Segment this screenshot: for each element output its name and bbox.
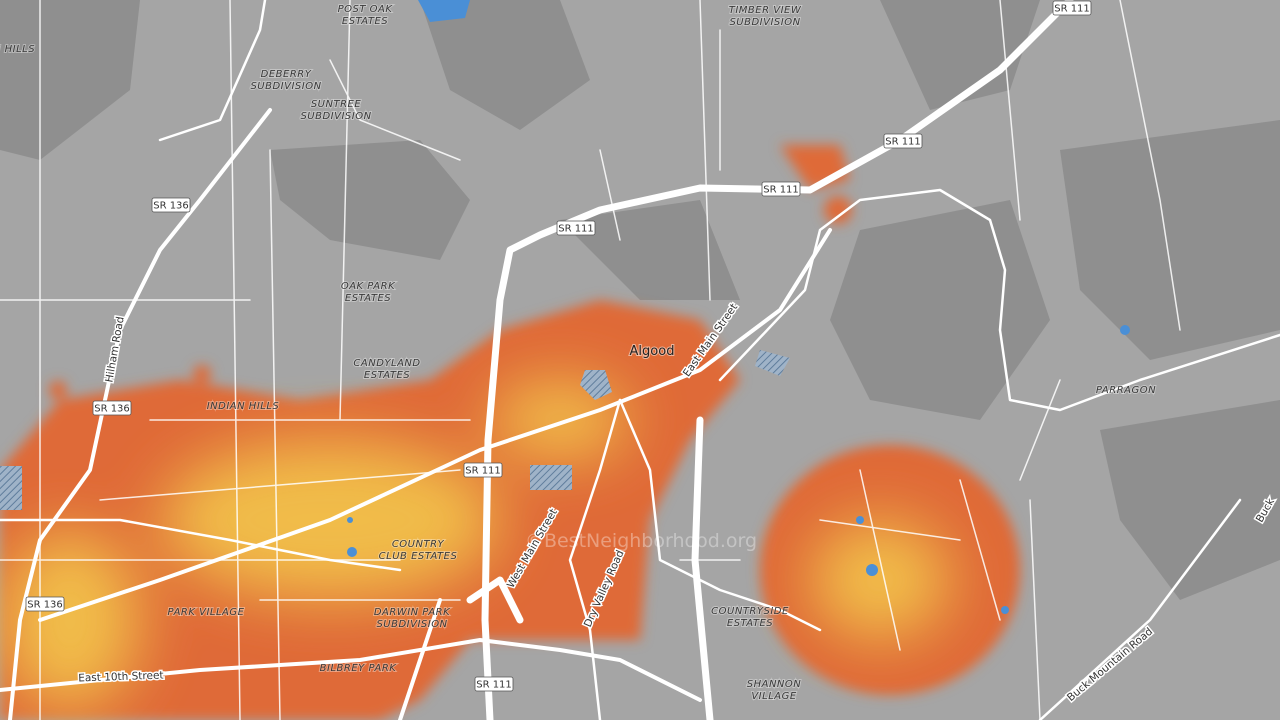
place-label: SHANNON [747, 679, 802, 690]
place-label: TIMBER VIEW [729, 5, 802, 16]
place-label: BILBREY PARK [320, 663, 398, 674]
place-label: PARK VILLAGE [168, 607, 245, 618]
place-label: ESTATES [342, 16, 388, 27]
shield-label: SR 111 [465, 466, 501, 477]
place-label: SUNTREE [311, 99, 362, 110]
place-label: POST OAK [338, 4, 394, 15]
place-label: CANDYLAND [353, 358, 420, 369]
shield-box [1052, 0, 1092, 16]
shield-label: SR 136 [94, 404, 130, 415]
parks [0, 350, 790, 510]
place-label: OAK PARK [341, 281, 396, 292]
place-label: COUNTRYSIDE [711, 606, 789, 617]
shield-box [556, 220, 596, 236]
road-shield: SR 111 [883, 133, 923, 149]
shield-box [474, 676, 514, 692]
place-label: VILLAGE [751, 691, 797, 702]
road-shield: SR 111 [463, 462, 503, 478]
place-label: COUNTRY [392, 539, 445, 550]
road-shield: SR 136 [92, 400, 132, 416]
road-shield: SR 111 [556, 220, 596, 236]
shield-label: SR 111 [763, 185, 799, 196]
road-shield: SR 136 [151, 197, 191, 213]
shield-box [463, 462, 503, 478]
shield-label: SR 111 [558, 224, 594, 235]
place-label: SUBDIVISION [376, 619, 447, 630]
place-label: INDIAN HILLS [207, 401, 280, 412]
place-label: ESTATES [727, 618, 773, 629]
road-shield: SR 111 [761, 181, 801, 197]
shield-box [883, 133, 923, 149]
water [347, 0, 1130, 614]
place-label: ESTATES [364, 370, 410, 381]
shield-label: SR 136 [27, 600, 63, 611]
shield-box [25, 596, 65, 612]
shield-label: SR 111 [1054, 4, 1090, 15]
watermark: ©BestNeighborhood.org [525, 530, 757, 552]
place-label: PARRAGON [1096, 385, 1156, 396]
place-label: ESTATES [345, 293, 391, 304]
shield-label: SR 136 [153, 201, 189, 212]
shield-box [151, 197, 191, 213]
road-label: East 10th Street [78, 670, 164, 685]
place-label: SUBDIVISION [300, 111, 371, 122]
shield-label: SR 111 [476, 680, 512, 691]
shield-box [92, 400, 132, 416]
shield-label: SR 111 [885, 137, 921, 148]
road-shield: SR 136 [25, 596, 65, 612]
place-label: SUBDIVISION [729, 17, 800, 28]
place-label: DARWIN PARK [374, 607, 451, 618]
place-label: Algood [630, 344, 675, 359]
terrain [0, 0, 1280, 600]
shield-box [761, 181, 801, 197]
place-label: DEBERRY [261, 69, 312, 80]
place-label: SUBDIVISION [250, 81, 321, 92]
place-label: N HILLS [0, 44, 35, 55]
place-label: CLUB ESTATES [379, 551, 458, 562]
road-shield: SR 111 [1052, 0, 1092, 16]
road-shield: SR 111 [474, 676, 514, 692]
